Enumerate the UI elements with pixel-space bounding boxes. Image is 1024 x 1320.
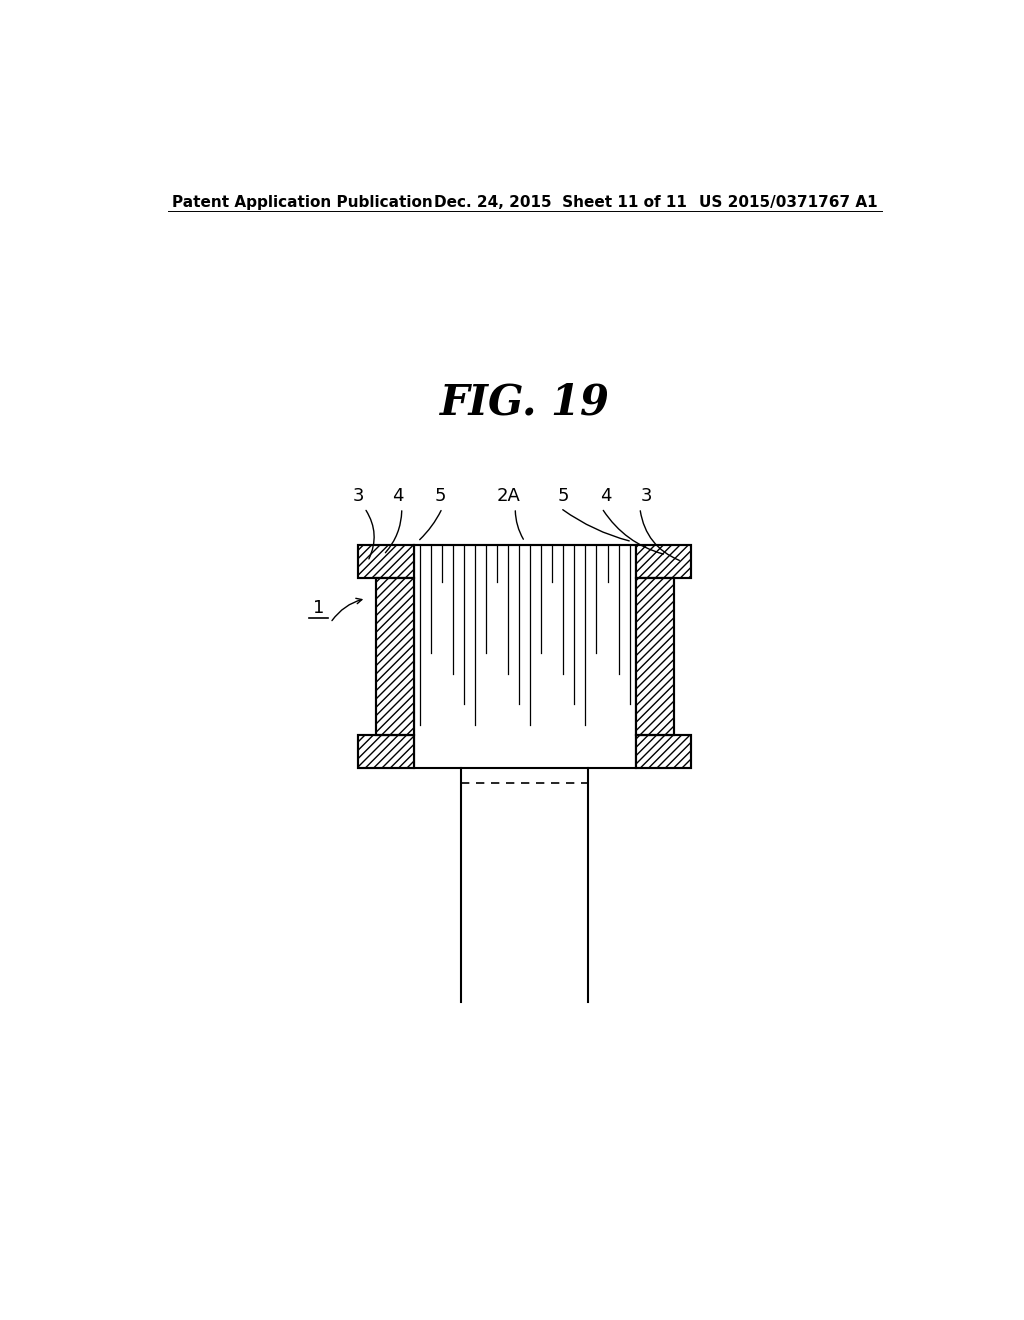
Text: 4: 4 xyxy=(600,487,611,504)
Text: US 2015/0371767 A1: US 2015/0371767 A1 xyxy=(699,195,878,210)
Bar xyxy=(636,735,691,768)
Text: 4: 4 xyxy=(392,487,403,504)
Bar xyxy=(358,545,414,578)
Bar xyxy=(636,578,674,735)
Bar xyxy=(636,545,691,578)
Bar xyxy=(376,578,414,735)
Text: 5: 5 xyxy=(434,487,445,504)
Text: 1: 1 xyxy=(312,599,325,616)
Text: Dec. 24, 2015  Sheet 11 of 11: Dec. 24, 2015 Sheet 11 of 11 xyxy=(433,195,686,210)
Bar xyxy=(358,735,414,768)
Text: 5: 5 xyxy=(557,487,568,504)
Bar xyxy=(636,735,691,768)
Bar xyxy=(376,578,414,735)
Bar xyxy=(358,545,414,578)
Text: 3: 3 xyxy=(352,487,364,504)
Bar xyxy=(358,545,414,578)
Bar xyxy=(636,545,691,578)
Bar xyxy=(636,545,691,578)
Bar xyxy=(636,578,674,735)
Bar xyxy=(358,735,414,768)
Text: Patent Application Publication: Patent Application Publication xyxy=(172,195,432,210)
Bar xyxy=(636,735,691,768)
Bar xyxy=(376,578,414,735)
Text: 2A: 2A xyxy=(497,487,521,504)
Bar xyxy=(358,735,414,768)
Bar xyxy=(636,578,674,735)
Text: 3: 3 xyxy=(640,487,652,504)
Bar xyxy=(414,545,636,768)
Text: FIG. 19: FIG. 19 xyxy=(439,381,610,424)
